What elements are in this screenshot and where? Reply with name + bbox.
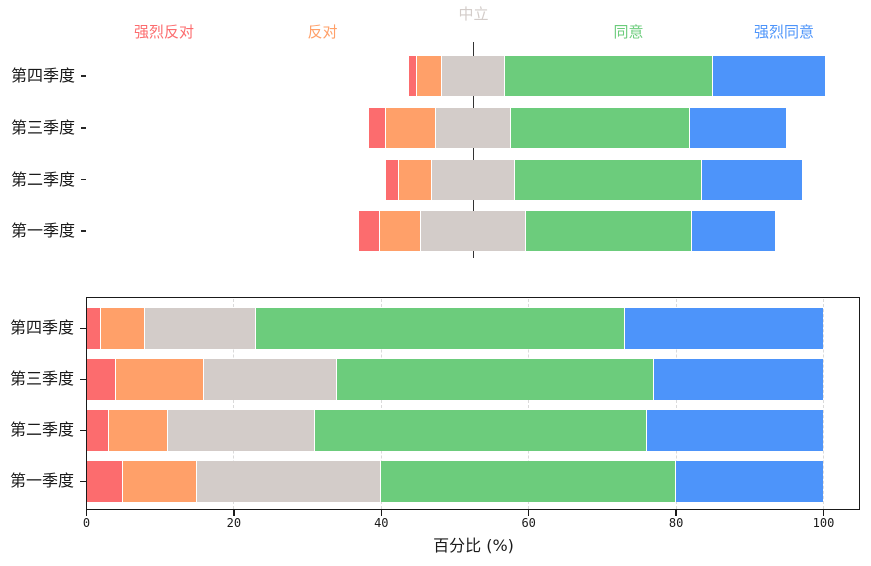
y-tick-mark: [80, 378, 86, 380]
y-tick-mark: [80, 230, 86, 232]
legend-header-strongly-agree: 强烈同意: [753, 23, 815, 41]
x-tick-mark: [822, 510, 825, 516]
bar-segment-neutral: [431, 159, 516, 200]
y-category-label: 第四季度: [10, 66, 75, 85]
bar-segment-strongly-disagree: [386, 159, 399, 200]
y-category-label: 第二季度: [10, 169, 75, 189]
x-tick-label: 100: [812, 515, 835, 530]
legend-header-disagree: 反对: [307, 23, 338, 41]
x-gridline: [233, 298, 235, 509]
x-gridline: [823, 298, 824, 509]
bar-segment-agree: [314, 410, 647, 451]
bar-segment-neutral: [442, 56, 505, 96]
bar-segment-disagree: [108, 410, 168, 451]
bar-segment-agree: [337, 359, 654, 400]
x-tick-label: 40: [374, 515, 389, 530]
legend-header-strongly-disagree: 强烈反对: [133, 23, 195, 41]
x-tick-mark: [85, 510, 88, 516]
bar-segment-strongly-disagree: [86, 461, 124, 502]
bar-segment-strongly-agree: [676, 461, 824, 502]
bar-segment-disagree: [101, 308, 146, 349]
bar-segment-disagree: [115, 359, 205, 400]
bar-segment-strongly-disagree: [408, 56, 418, 96]
bar-segment-strongly-agree: [646, 410, 824, 451]
x-gridline: [380, 298, 382, 509]
x-tick-mark: [233, 510, 235, 516]
bar-segment-disagree: [123, 461, 198, 502]
x-tick-label: 0: [82, 515, 91, 530]
bar-segment-strongly-agree: [712, 56, 826, 96]
x-tick-mark: [380, 510, 382, 516]
bar-segment-strongly-agree: [702, 159, 803, 200]
bar-segment-disagree: [379, 211, 422, 251]
bar-segment-disagree: [398, 159, 432, 200]
legend-header-neutral: 中立: [458, 5, 489, 23]
bar-segment-agree: [515, 159, 703, 200]
y-category-label: 第一季度: [10, 221, 75, 240]
x-axis-label: 百分比 (%): [433, 535, 514, 555]
y-tick-mark: [80, 480, 86, 482]
legend-header-agree: 同意: [613, 23, 644, 41]
bar-segment-strongly-disagree: [86, 308, 102, 349]
bar-segment-neutral: [145, 308, 256, 349]
y-category-label: 第四季度: [9, 318, 74, 338]
bar-segment-strongly-agree: [692, 211, 776, 251]
x-gridline: [528, 298, 530, 509]
bar-segment-disagree: [417, 56, 443, 96]
bar-segment-neutral: [167, 410, 315, 451]
x-tick-label: 80: [668, 515, 684, 530]
y-tick-mark: [80, 327, 86, 329]
x-tick-label: 60: [521, 515, 536, 530]
bar-segment-strongly-disagree: [369, 108, 387, 148]
y-category-label: 第三季度: [9, 369, 74, 389]
bar-segment-strongly-disagree: [86, 359, 116, 400]
neutral-midline: [472, 42, 475, 258]
bar-segment-strongly-agree: [624, 308, 824, 349]
x-tick-mark: [528, 510, 530, 516]
bar-segment-neutral: [204, 359, 338, 400]
bar-segment-neutral: [436, 108, 511, 148]
bar-segment-strongly-disagree: [86, 410, 109, 451]
bar-segment-agree: [381, 461, 677, 502]
bar-segment-neutral: [421, 211, 526, 251]
bar-segment-agree: [525, 211, 693, 251]
y-category-label: 第三季度: [10, 118, 75, 137]
y-category-label: 第一季度: [9, 471, 74, 491]
y-tick-mark: [80, 127, 86, 129]
bar-segment-agree: [510, 108, 690, 148]
bar-segment-strongly-agree: [653, 359, 824, 400]
y-tick-mark: [80, 75, 86, 77]
x-gridline: [675, 298, 677, 509]
y-category-label: 第二季度: [9, 420, 74, 440]
x-tick-mark: [675, 510, 677, 516]
bar-segment-disagree: [386, 108, 437, 148]
bar-segment-neutral: [197, 461, 382, 502]
y-tick-mark: [80, 429, 86, 431]
y-tick-mark: [80, 178, 86, 181]
x-tick-label: 20: [226, 515, 242, 530]
bar-segment-agree: [256, 308, 625, 349]
bar-segment-strongly-disagree: [359, 211, 380, 251]
bar-segment-strongly-agree: [689, 108, 786, 148]
bar-segment-agree: [504, 56, 713, 96]
